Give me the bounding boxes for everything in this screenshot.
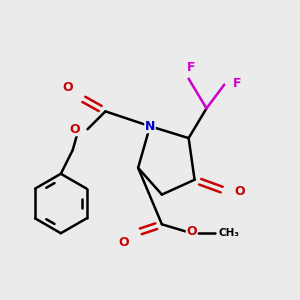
Text: O: O (70, 123, 80, 136)
Text: F: F (233, 76, 242, 90)
Text: O: O (186, 225, 197, 238)
Text: O: O (235, 185, 245, 198)
Text: O: O (62, 80, 73, 94)
Text: N: N (145, 120, 155, 133)
Text: F: F (188, 61, 196, 74)
Text: CH₃: CH₃ (218, 228, 239, 238)
Text: O: O (118, 236, 129, 249)
